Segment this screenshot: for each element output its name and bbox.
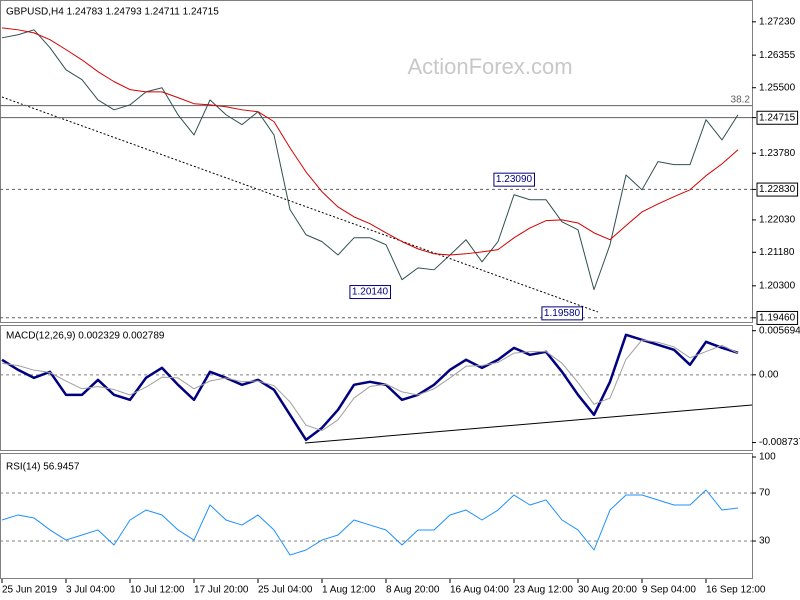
y-tick-label: 70 <box>759 488 771 499</box>
price-panel <box>0 0 753 323</box>
series-line <box>1 489 739 556</box>
y-tick-label: 0.00 <box>759 369 779 380</box>
x-tick-label: 16 Sep 12:00 <box>706 585 766 596</box>
trend-line <box>1 96 599 313</box>
x-tick-label: 23 Aug 12:00 <box>514 585 573 596</box>
y-tick-label: 1.27230 <box>759 16 796 27</box>
x-tick-label: 30 Aug 20:00 <box>578 585 637 596</box>
macd-trend-line <box>304 404 753 444</box>
series-line <box>1 27 739 256</box>
price-annotation: 1.19580 <box>544 308 581 319</box>
panel-title: GBPUSD,H4 1.24783 1.24793 1.24711 1.2471… <box>6 7 219 18</box>
y-tick-label: 0.005694 <box>759 325 800 336</box>
x-tick-label: 8 Aug 20:00 <box>386 585 440 596</box>
y-tick-label: -0.008737 <box>759 437 800 448</box>
y-tick-label: 30 <box>759 536 771 547</box>
watermark: ActionForex.com <box>407 54 572 79</box>
y-tick-label: 1.24715 <box>759 112 796 123</box>
x-tick-label: 3 Jul 04:00 <box>66 585 115 596</box>
label-box <box>349 285 392 300</box>
y-tick-label: 1.23780 <box>759 148 796 159</box>
y-tick-label: 1.26355 <box>759 50 796 61</box>
level-label: 38.2 <box>731 94 751 105</box>
label-box <box>541 306 584 321</box>
x-tick-label: 16 Aug 04:00 <box>450 585 509 596</box>
panel-title: MACD(12,26,9) 0.002329 0.002789 <box>6 331 165 342</box>
macd-panel <box>0 325 753 451</box>
rsi-panel <box>0 453 753 579</box>
x-tick-label: 9 Sep 04:00 <box>642 585 696 596</box>
label-box <box>756 110 799 125</box>
label-box <box>756 310 799 325</box>
x-tick-label: 25 Jul 04:00 <box>258 585 313 596</box>
panel-title: RSI(14) 56.9457 <box>6 462 80 473</box>
label-box <box>493 172 536 187</box>
price-annotation: 1.23090 <box>496 174 533 185</box>
x-tick-label: 1 Aug 12:00 <box>322 585 376 596</box>
y-tick-label: 1.21180 <box>759 247 795 258</box>
x-tick-label: 25 Jun 2019 <box>2 585 57 596</box>
y-tick-label: 1.22030 <box>759 215 796 226</box>
series-line <box>1 339 739 432</box>
y-tick-label: 1.20300 <box>759 280 796 291</box>
y-tick-label: 1.19460 <box>759 312 796 323</box>
x-tick-label: 17 Jul 20:00 <box>194 585 249 596</box>
series-line <box>1 333 739 442</box>
label-box <box>756 182 799 197</box>
y-tick-label: 1.25500 <box>759 82 796 93</box>
series-line <box>1 29 739 291</box>
price-annotation: 1.20140 <box>352 287 389 298</box>
x-tick-label: 10 Jul 12:00 <box>130 585 185 596</box>
y-tick-label: 100 <box>759 452 776 463</box>
y-tick-label: 1.22830 <box>759 184 796 195</box>
